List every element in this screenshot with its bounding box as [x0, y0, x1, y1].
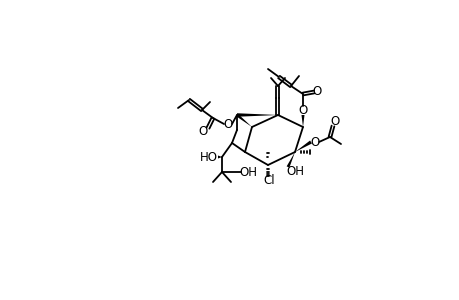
Polygon shape — [301, 115, 304, 127]
Text: O: O — [330, 115, 339, 128]
Polygon shape — [294, 140, 311, 152]
Text: HO: HO — [200, 151, 218, 164]
Text: OH: OH — [239, 166, 257, 178]
Text: O: O — [310, 136, 319, 148]
Text: Cl: Cl — [263, 175, 274, 188]
Text: O: O — [223, 118, 232, 130]
Polygon shape — [235, 114, 252, 127]
Text: O: O — [298, 103, 307, 116]
Text: O: O — [198, 124, 207, 137]
Polygon shape — [218, 155, 222, 158]
Polygon shape — [286, 152, 294, 168]
Text: O: O — [312, 85, 321, 98]
Polygon shape — [236, 113, 277, 117]
Text: OH: OH — [285, 164, 303, 178]
